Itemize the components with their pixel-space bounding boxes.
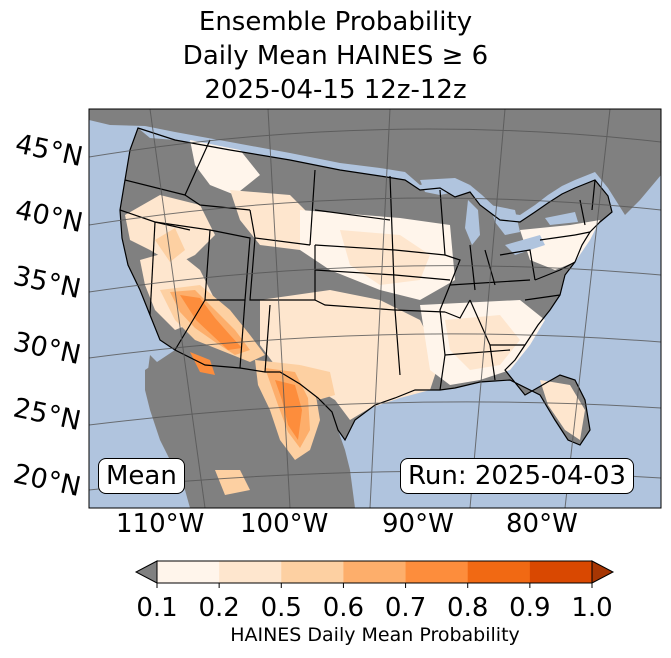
colorbar-bin [405, 561, 469, 583]
colorbar-title: HAINES Daily Mean Probability [230, 624, 520, 646]
colorbar-over-arrow [591, 560, 615, 584]
lon-labels: 110°W 100°W 90°W 80°W [116, 509, 578, 539]
colorbar-tick-label: 0.1 [136, 593, 177, 623]
lon-label-90w: 90°W [382, 509, 454, 539]
lon-label-100w: 100°W [240, 509, 328, 539]
colorbar-tick-label: 0.5 [261, 593, 302, 623]
canada-land [89, 109, 661, 215]
colorbar-tick-label: 0.7 [385, 593, 426, 623]
run-date-label: Run: 2025-04-03 [400, 458, 634, 494]
colorbar-tick-label: 1.0 [571, 593, 612, 623]
lat-label-40: 40°N [13, 195, 86, 239]
colorbar-bin [157, 561, 220, 583]
lat-label-20: 20°N [11, 459, 84, 503]
map-frame [88, 108, 662, 509]
colorbar-bin [467, 561, 531, 583]
colorbar-bin [219, 561, 282, 583]
state-borders [119, 127, 613, 446]
colorbar-bin [281, 561, 344, 583]
graticule [89, 109, 661, 508]
probability-shading [125, 140, 600, 495]
mean-label: Mean [98, 458, 185, 494]
lat-label-25: 25°N [11, 393, 84, 437]
title-line-1: Ensemble Probability [198, 7, 473, 37]
colorbar-outline [156, 560, 593, 584]
lat-label-35: 35°N [11, 261, 84, 305]
baja-land [148, 355, 210, 495]
colorbar: 0.1 0.2 0.5 0.6 0.7 0.8 0.9 1.0 [134, 560, 615, 623]
colorbar-tick-label: 0.9 [509, 593, 550, 623]
title-line-3: 2025-04-15 12z-12z [204, 75, 467, 105]
colorbar-bin [343, 561, 407, 583]
colorbar-tick-label: 0.8 [447, 593, 488, 623]
map-panel [89, 109, 661, 508]
great-lakes [420, 178, 578, 255]
lat-label-45: 45°N [13, 129, 86, 173]
colorbar-under-arrow [134, 560, 158, 584]
colorbar-tick-label: 0.2 [198, 593, 239, 623]
lat-labels: 45°N 40°N 35°N 30°N 25°N 20°N [11, 129, 86, 503]
lon-label-110w: 110°W [116, 509, 204, 539]
lat-label-30: 30°N [11, 327, 84, 371]
title-line-2: Daily Mean HAINES ≥ 6 [182, 41, 489, 71]
colorbar-tick-label: 0.6 [323, 593, 364, 623]
colorbar-bin [529, 561, 593, 583]
lon-label-80w: 80°W [506, 509, 578, 539]
